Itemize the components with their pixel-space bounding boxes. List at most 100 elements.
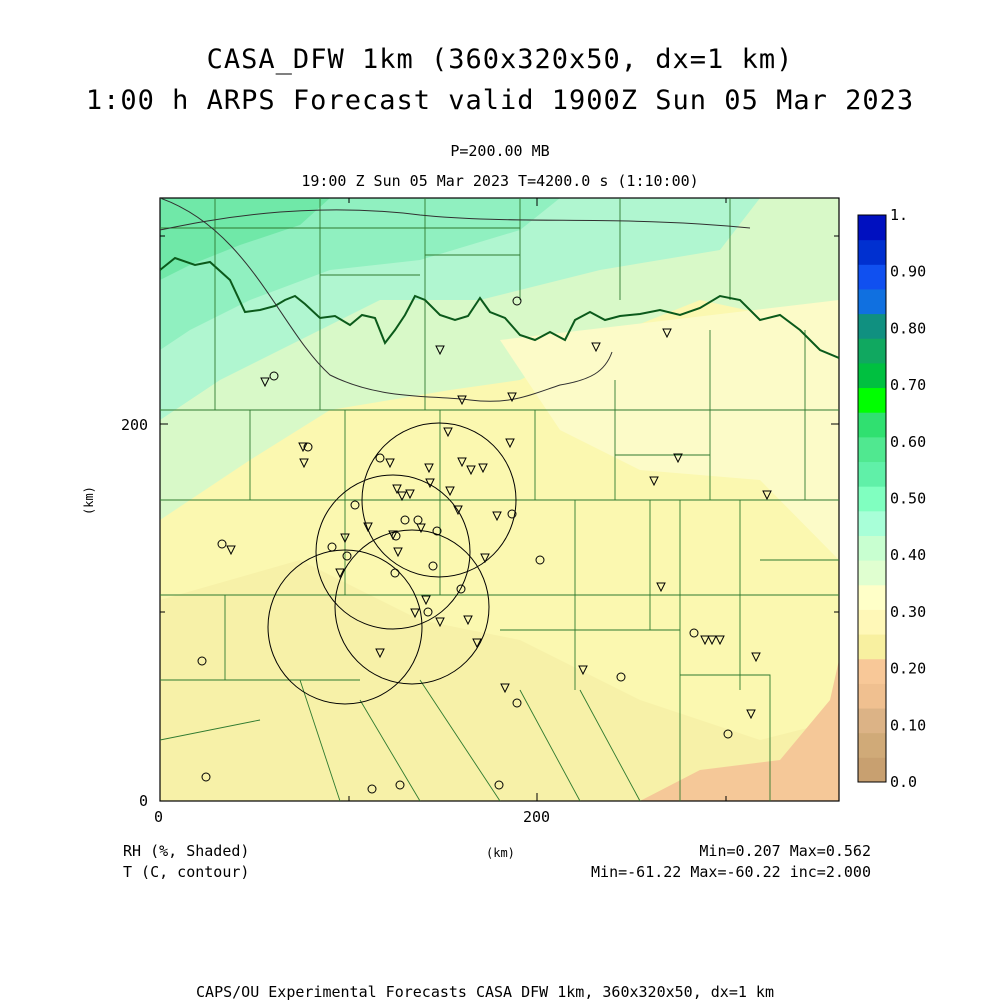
colorbar-swatch (858, 288, 886, 315)
y-tick-200: 200 (121, 416, 148, 434)
station-triangle-icon (392, 484, 402, 495)
colorbar-swatch (858, 362, 886, 389)
station-triangle-icon (478, 463, 488, 474)
colorbar-swatch (858, 535, 886, 561)
colorbar-labels: 0.0 0.10 0.20 0.30 0.40 0.50 0.60 0.70 0.80 0.90 1… (890, 206, 926, 791)
station-triangle-icon (388, 530, 398, 541)
station-triangle-icon (424, 463, 434, 474)
station-triangle-icon (445, 486, 455, 497)
contour-field-label: T (C, contour) (123, 863, 249, 881)
colorbar-label: 0.70 (890, 376, 926, 394)
colorbar-label: 0.30 (890, 603, 926, 621)
x-tick-0: 0 (154, 808, 163, 826)
station-triangle-icon (505, 438, 515, 449)
colorbar-label: 0.20 (890, 660, 926, 678)
station-triangle-icon (299, 458, 309, 469)
colorbar-label: 0.40 (890, 546, 926, 564)
colorbar-swatch (858, 560, 886, 586)
colorbar-swatch (858, 461, 886, 487)
colorbar-swatch (858, 239, 886, 265)
rh-shading (160, 198, 839, 801)
station-markers (197, 296, 772, 794)
colorbar-swatch (858, 584, 886, 610)
station-triangle-icon (435, 345, 445, 356)
station-circle-icon (512, 296, 522, 306)
colorbar-swatch (858, 634, 886, 660)
station-circle-icon (428, 561, 438, 571)
colorbar-swatch (858, 338, 886, 364)
station-circle-icon (616, 672, 626, 682)
station-triangle-icon (435, 617, 445, 628)
county-boundaries (160, 198, 839, 801)
map-title-line1: CASA_DFW 1km (360x320x50, dx=1 km) (206, 44, 794, 75)
colorbar-label: 0.50 (890, 490, 926, 508)
station-triangle-icon (492, 511, 502, 522)
colorbar-swatch (858, 486, 886, 512)
station-triangle-icon (385, 458, 395, 469)
colorbar-swatch (858, 683, 886, 709)
station-circle-icon (432, 526, 442, 536)
station-triangle-icon (226, 545, 236, 556)
station-circle-icon (535, 555, 545, 565)
contour-range-label: Min=-61.22 Max=-60.22 inc=2.000 (591, 863, 871, 881)
x-axis-unit: (km) (486, 846, 515, 860)
station-circle-icon (350, 500, 360, 510)
station-circle-icon (197, 656, 207, 666)
colorbar-swatch (858, 757, 886, 783)
station-circle-icon (494, 780, 504, 790)
station-circle-icon (217, 539, 227, 549)
y-axis-unit: (km) (82, 486, 96, 515)
station-circle-icon (512, 698, 522, 708)
station-circle-icon (375, 453, 385, 463)
station-triangle-icon (405, 489, 415, 500)
temperature-contour-2 (160, 209, 751, 231)
x-tick-200: 200 (523, 808, 550, 826)
colorbar-swatch (858, 732, 886, 758)
pressure-level-label: P=200.00 MB (450, 142, 550, 160)
station-triangle-icon (397, 491, 407, 502)
station-triangle-icon (425, 478, 435, 489)
station-triangle-icon (656, 582, 666, 593)
station-triangle-icon (457, 457, 467, 468)
station-triangle-icon (746, 709, 756, 720)
y-tick-0: 0 (139, 792, 148, 810)
shaded-field-label: RH (%, Shaded) (123, 842, 249, 860)
colorbar-label: 1. (890, 206, 908, 224)
station-circle-icon (367, 784, 377, 794)
state-boundary-red-river (160, 256, 839, 359)
station-circle-icon (395, 780, 405, 790)
credit-line: CAPS/OU Experimental Forecasts CASA DFW … (196, 983, 774, 1000)
station-triangle-icon (260, 377, 270, 388)
colorbar-swatch (858, 215, 886, 241)
colorbar-label: 0.0 (890, 773, 917, 791)
colorbar-swatch (858, 510, 886, 536)
valid-time-label: 19:00 Z Sun 05 Mar 2023 T=4200.0 s (1:10… (301, 172, 699, 190)
colorbar-swatch (858, 313, 886, 339)
station-circle-icon (201, 772, 211, 782)
station-triangle-icon (410, 608, 420, 619)
colorbar-label: 0.80 (890, 319, 926, 337)
station-triangle-icon (507, 392, 517, 403)
station-triangle-icon (463, 615, 473, 626)
station-triangle-icon (340, 533, 350, 544)
station-circle-icon (391, 531, 401, 541)
station-circle-icon (689, 628, 699, 638)
colorbar-swatch (858, 436, 886, 463)
station-triangle-icon (421, 595, 431, 606)
station-circle-icon (269, 371, 279, 381)
colorbar-label: 0.90 (890, 263, 926, 281)
radar-range-rings (267, 422, 517, 705)
station-triangle-icon (673, 453, 683, 464)
station-circle-icon (413, 515, 423, 525)
colorbar-label: 0.60 (890, 433, 926, 451)
station-triangle-icon (715, 635, 725, 646)
station-triangle-icon (762, 490, 772, 501)
station-triangle-icon (393, 547, 403, 558)
station-circle-icon (390, 568, 400, 578)
station-circle-icon (400, 515, 410, 525)
station-triangle-icon (453, 505, 463, 516)
station-circle-icon (723, 729, 733, 739)
station-triangle-icon (443, 427, 453, 438)
station-circle-icon (423, 607, 433, 617)
